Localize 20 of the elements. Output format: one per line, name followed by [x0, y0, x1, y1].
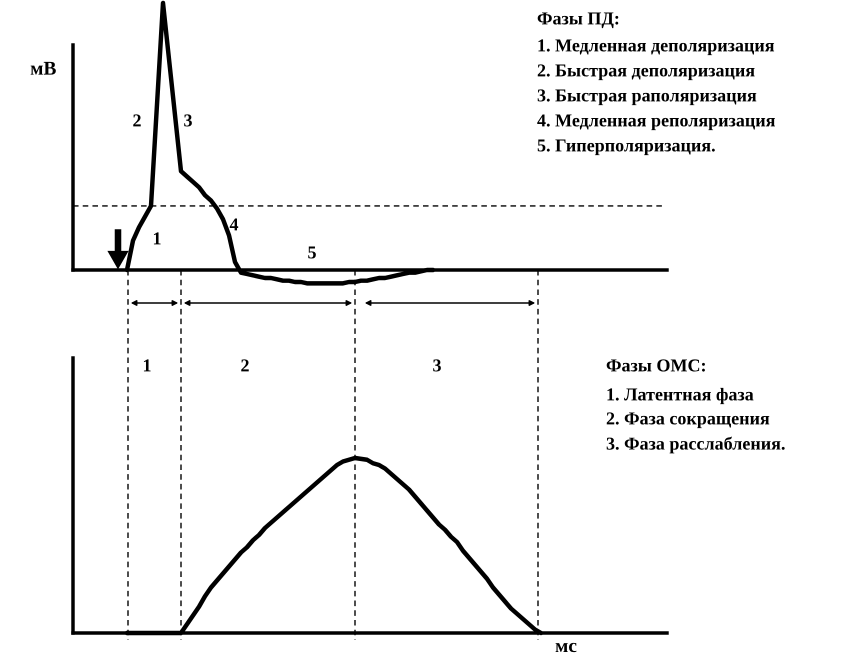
annotation: 4. Медленная реполяризация: [537, 114, 775, 130]
text: 1. Латентная фаза: [607, 388, 754, 404]
x-axis-title: мс: [556, 642, 576, 652]
text: 1: [144, 359, 151, 372]
annotation: 1: [154, 232, 161, 244]
annotation: 5: [308, 246, 316, 259]
annotation: 2: [133, 114, 141, 126]
text: 3. Фаза расслабления.: [606, 436, 785, 454]
text: 2. Фаза сокращения: [606, 412, 770, 428]
annotation: 3. Быстрая раполяризация: [538, 89, 756, 106]
text: 2: [241, 359, 249, 372]
annotation: Фазы ПД:: [538, 12, 618, 28]
annotation: 2. Быстрая деполяризация: [538, 64, 755, 80]
y-axis-title: мВ: [30, 62, 56, 75]
annotation: 5. Гиперполяризация.: [538, 140, 715, 156]
annotation: 1. Медленная деполяризация: [538, 39, 774, 56]
text: 3: [433, 359, 441, 372]
text: Фазы ОМС:: [606, 359, 705, 372]
annotation: 3: [184, 114, 192, 127]
annotation: 4: [230, 218, 238, 230]
